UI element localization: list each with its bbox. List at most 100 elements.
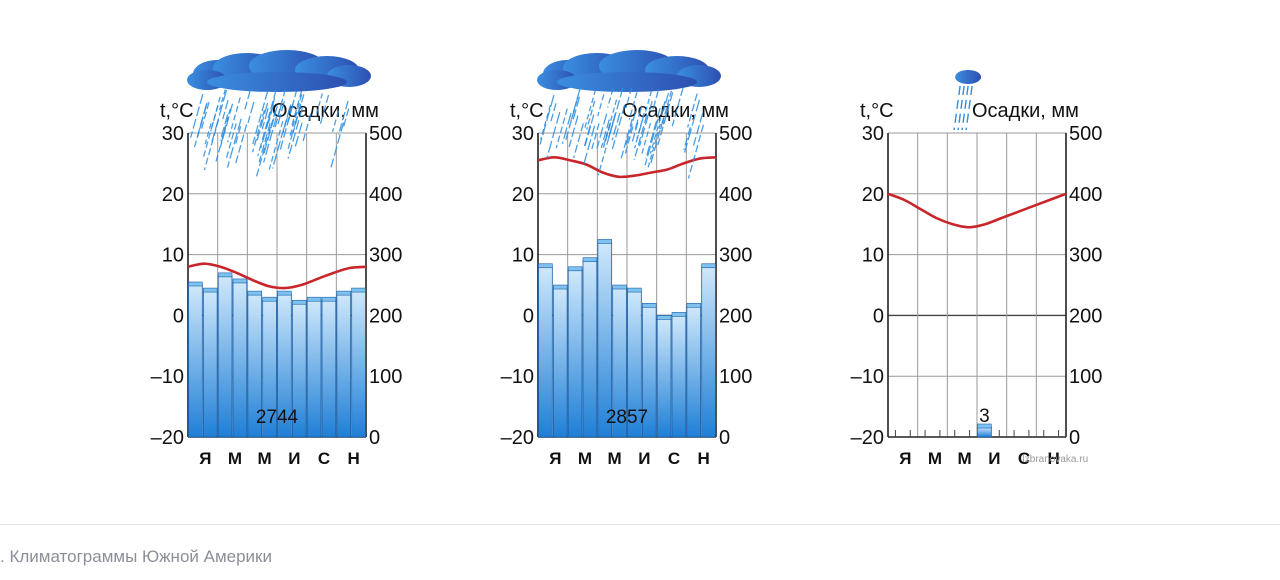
rain-streak xyxy=(277,101,285,125)
rain-streak xyxy=(218,89,226,111)
precip-bar-top xyxy=(336,290,351,296)
precip-bar-top xyxy=(582,257,598,262)
rain-streak xyxy=(292,94,305,133)
rain-streak xyxy=(330,122,345,168)
precip-bar-top xyxy=(277,290,292,296)
rain-streak xyxy=(337,100,349,135)
rain-streak xyxy=(611,104,626,151)
month-label: М xyxy=(258,449,273,468)
precip-bar xyxy=(351,290,366,438)
month-label: Я xyxy=(199,449,212,468)
y-left-tick-label: 30 xyxy=(862,123,884,145)
annual-precip-label: 2744 xyxy=(256,407,299,428)
temperature-line xyxy=(187,262,367,290)
rain-streak xyxy=(261,108,269,130)
rain-streak xyxy=(226,118,242,168)
precip-bar-top xyxy=(351,287,366,293)
y-right-tick-label: 400 xyxy=(1069,184,1102,206)
caption-divider xyxy=(0,524,1280,525)
rain-streak xyxy=(219,114,229,141)
precip-bar xyxy=(582,260,598,438)
rain-streak xyxy=(251,109,266,153)
rain-streak xyxy=(274,104,283,128)
y-right-tick-label: 300 xyxy=(719,245,752,267)
y-left-tick-label: 10 xyxy=(862,245,884,267)
precip-bar xyxy=(701,266,716,438)
precip-bar-top xyxy=(597,239,612,244)
y-right-tick-label: 500 xyxy=(1069,123,1102,145)
rain-streak xyxy=(210,96,221,132)
rain-streak xyxy=(219,103,234,147)
rain-streak xyxy=(651,89,660,113)
rain-streak xyxy=(568,115,579,148)
rain-streak xyxy=(586,100,596,130)
rain-streak xyxy=(289,93,303,137)
rain-streak xyxy=(555,108,568,149)
y-left-tick-label: –10 xyxy=(851,366,884,388)
precip-bar xyxy=(656,318,672,438)
rain-streak xyxy=(628,92,638,120)
precip-bar-top xyxy=(292,299,307,305)
rain-streak xyxy=(290,90,303,128)
y-right-tick-label: 200 xyxy=(1069,305,1102,327)
rain-streak xyxy=(203,119,220,171)
rain-streak xyxy=(190,94,204,138)
rain-streak xyxy=(294,122,303,150)
y-right-axis-label: Осадки, мм xyxy=(272,100,379,122)
precip-bar xyxy=(686,305,702,438)
y-left-tick-label: 20 xyxy=(512,184,534,206)
rain-streak xyxy=(287,103,302,149)
rain-streak xyxy=(244,88,252,110)
rain-streak xyxy=(625,110,637,145)
precip-bar-top xyxy=(656,315,672,320)
rain-streak xyxy=(283,105,292,128)
rain-streak xyxy=(604,123,612,143)
month-label: Н xyxy=(1047,449,1060,468)
rain-streak xyxy=(287,107,303,159)
rain-streak xyxy=(539,94,555,145)
rain-streak xyxy=(641,122,652,155)
precip-bar xyxy=(202,290,218,438)
figure-caption: . Климатограммы Южной Америки xyxy=(0,547,272,566)
y-left-tick-label: 20 xyxy=(162,184,184,206)
precip-bar-top xyxy=(306,296,322,302)
rain-streak xyxy=(687,93,698,128)
month-label: И xyxy=(638,449,651,468)
month-label: Я xyxy=(899,449,912,468)
rain-streak xyxy=(961,85,969,131)
y-left-tick-label: 10 xyxy=(162,245,184,267)
rain-streak xyxy=(234,126,242,145)
rain-streak xyxy=(645,107,661,160)
precip-bar-top xyxy=(642,302,657,308)
watermark-text: Izbranovaka.ru xyxy=(1022,454,1088,465)
cloud-icon xyxy=(955,70,982,84)
rain-streak xyxy=(573,123,584,159)
precip-bar xyxy=(977,426,992,438)
precip-bar xyxy=(336,293,352,438)
precip-bar xyxy=(232,281,248,438)
y-left-tick-label: –10 xyxy=(501,366,534,388)
rain-streak xyxy=(957,85,965,131)
precip-bar-top xyxy=(567,266,583,272)
month-label: И xyxy=(288,449,301,468)
rain-streak xyxy=(264,97,276,131)
y-left-tick-label: –10 xyxy=(151,366,184,388)
month-label: Н xyxy=(697,449,710,468)
y-left-axis-label: t,°C xyxy=(860,100,894,122)
rain-streak xyxy=(201,102,210,129)
y-left-tick-label: –20 xyxy=(851,427,884,449)
precip-bar xyxy=(538,266,553,438)
rain-streak xyxy=(590,123,600,152)
precip-bar xyxy=(217,275,233,438)
rain-streak xyxy=(262,105,278,156)
precip-bar-top xyxy=(977,423,992,429)
precip-bar-top xyxy=(701,263,716,269)
rain-streak xyxy=(315,93,323,118)
rain-streak xyxy=(619,118,633,162)
rain-streak xyxy=(671,87,684,127)
rain-streak xyxy=(687,124,705,179)
